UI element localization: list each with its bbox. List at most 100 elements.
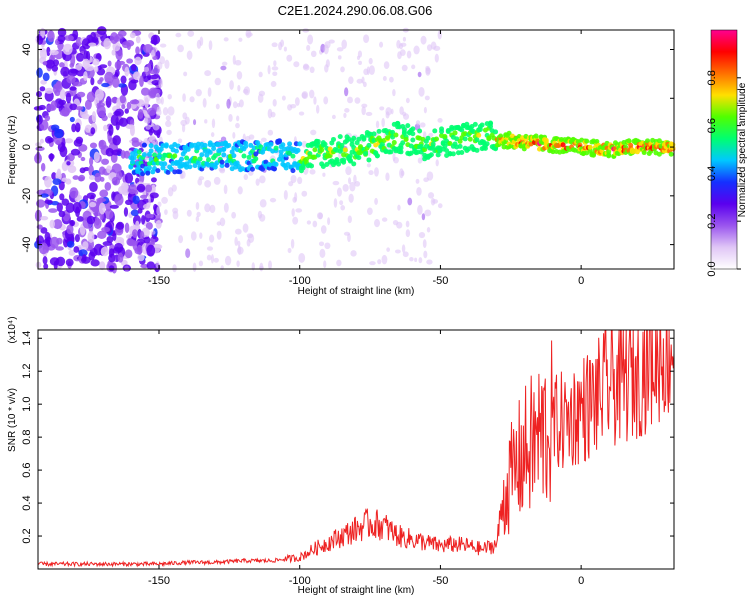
- heatmap-cell: [76, 52, 85, 62]
- heatmap-cell: [343, 112, 347, 119]
- heatmap-cell: [333, 198, 338, 208]
- heatmap-cell: [245, 135, 251, 142]
- snr-frame: [37, 329, 675, 570]
- heatmap-cell: [42, 256, 48, 265]
- heatmap-cell: [111, 176, 121, 186]
- heatmap-cell: [167, 187, 174, 197]
- heatmap-cell: [62, 43, 73, 55]
- heatmap-cell: [69, 103, 78, 111]
- heatmap-cell: [337, 55, 342, 60]
- heatmap-cell: [185, 146, 191, 152]
- heatmap-cell: [44, 115, 51, 122]
- heatmap-cell: [419, 122, 426, 128]
- heatmap-cell: [168, 166, 174, 172]
- heatmap-cell: [366, 163, 371, 168]
- heatmap-cell: [276, 139, 282, 145]
- heatmap-cell: [39, 47, 45, 53]
- heatmap-cell: [141, 152, 147, 158]
- heatmap-cell: [118, 117, 129, 127]
- heatmap-cell: [493, 129, 499, 135]
- heatmap-cell: [426, 44, 433, 52]
- heatmap-cell: [223, 202, 229, 213]
- heatmap-cell: [59, 193, 65, 201]
- heatmap-cell: [235, 122, 240, 129]
- heatmap-cell: [358, 60, 362, 65]
- heatmap-cell: [124, 66, 130, 77]
- heatmap-cell: [66, 75, 76, 84]
- heatmap-y-tick-label: -40: [21, 237, 33, 253]
- heatmap-cell: [116, 221, 125, 230]
- heatmap-cell: [421, 213, 426, 221]
- snr-y-tick-label: 1.0: [21, 397, 33, 412]
- heatmap-cell: [166, 129, 172, 136]
- heatmap-cell: [137, 108, 144, 120]
- heatmap-cell: [129, 99, 140, 105]
- heatmap-cell: [423, 177, 429, 183]
- heatmap-cell: [386, 247, 390, 252]
- heatmap-cell: [69, 219, 76, 227]
- heatmap-cell: [361, 76, 365, 84]
- heatmap-cell: [167, 94, 172, 100]
- heatmap-cell: [103, 124, 108, 132]
- heatmap-cell: [126, 58, 134, 64]
- heatmap-cell: [382, 75, 387, 81]
- heatmap-cell: [135, 220, 140, 231]
- heatmap-cell: [268, 141, 274, 147]
- heatmap-cell: [121, 104, 126, 110]
- heatmap-cell: [423, 106, 427, 114]
- heatmap-cell: [361, 136, 367, 142]
- heatmap-cell: [49, 219, 55, 229]
- heatmap-cell: [271, 66, 279, 71]
- heatmap-cell: [142, 198, 150, 203]
- colorbar: 0.0 0.2 0.4 0.6 0.8 Normalized spectral ampl…: [706, 29, 748, 277]
- heatmap-cell: [424, 95, 430, 101]
- heatmap-cell: [44, 87, 54, 94]
- heatmap-cell: [40, 227, 48, 234]
- heatmap-cell: [39, 86, 46, 92]
- heatmap-cell: [66, 240, 75, 248]
- heatmap-cell: [124, 222, 130, 234]
- heatmap-cell: [422, 239, 427, 248]
- heatmap-cell: [72, 201, 82, 214]
- heatmap-cell: [36, 91, 42, 98]
- heatmap-cell: [91, 111, 97, 123]
- heatmap-cell: [143, 94, 151, 102]
- heatmap-cell: [322, 141, 328, 147]
- heatmap-cell: [148, 148, 154, 154]
- heatmap-cell: [232, 101, 238, 109]
- heatmap-cell: [354, 97, 361, 104]
- heatmap-cell: [417, 128, 423, 134]
- heatmap-cell: [292, 216, 299, 225]
- heatmap-cell: [396, 39, 401, 49]
- heatmap-cell: [418, 231, 426, 239]
- heatmap-cell: [108, 124, 114, 136]
- heatmap-cell: [177, 169, 183, 175]
- heatmap-cell: [433, 136, 439, 142]
- heatmap-cell: [88, 175, 96, 181]
- heatmap-cell: [347, 96, 353, 104]
- heatmap-cell: [147, 195, 151, 203]
- heatmap-cell: [358, 144, 364, 150]
- heatmap-cell: [126, 238, 135, 246]
- heatmap-cell: [415, 120, 421, 126]
- heatmap-cell: [145, 213, 154, 219]
- heatmap-cell: [343, 231, 351, 236]
- heatmap-cell: [130, 209, 139, 217]
- heatmap-cell: [257, 93, 264, 103]
- heatmap-cell: [165, 115, 171, 121]
- heatmap-cell: [367, 207, 373, 215]
- heatmap-cell: [206, 254, 212, 261]
- heatmap-cell: [46, 46, 51, 57]
- heatmap-cell: [105, 147, 114, 157]
- heatmap-cell: [90, 127, 96, 135]
- heatmap-cell: [99, 77, 104, 82]
- heatmap-cell: [146, 165, 152, 171]
- heatmap-cell: [196, 39, 202, 49]
- heatmap-cell: [332, 180, 340, 186]
- heatmap-cell: [351, 135, 357, 141]
- heatmap-cell: [560, 142, 566, 148]
- heatmap-cell: [117, 83, 127, 88]
- heatmap-cell: [165, 169, 171, 175]
- heatmap-cell: [348, 76, 354, 84]
- snr-y-tick-label: 0.4: [21, 495, 33, 510]
